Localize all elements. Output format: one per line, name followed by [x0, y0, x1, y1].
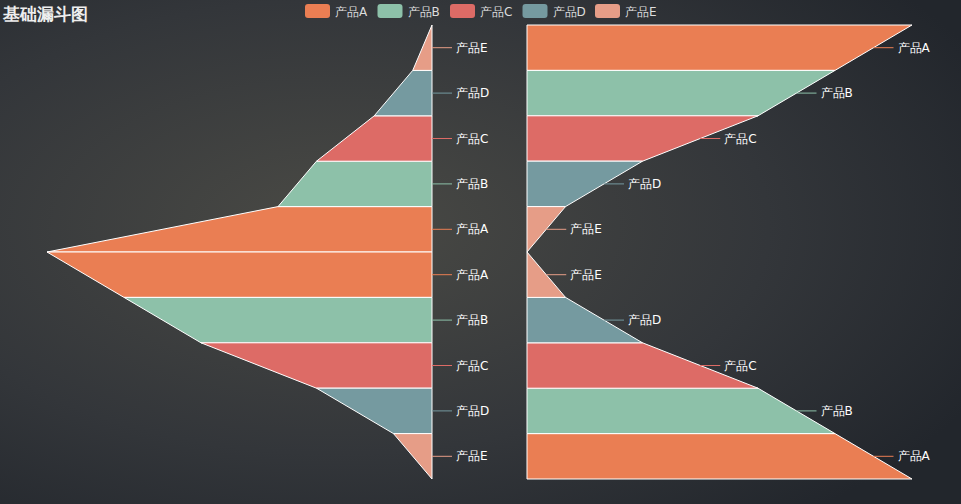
label-line: [432, 93, 452, 94]
segment-label: 产品E: [456, 449, 488, 463]
label-line: [432, 410, 452, 411]
segment-label: 产品D: [456, 404, 489, 418]
label-line: [546, 229, 566, 230]
legend-swatch: [305, 4, 330, 18]
segment-label: 产品C: [724, 359, 756, 373]
segment-label: 产品C: [456, 359, 488, 373]
label-line: [797, 410, 817, 411]
label-line: [432, 320, 452, 321]
legend-item[interactable]: 产品D: [523, 4, 586, 19]
chart: 基础漏斗图产品A产品B产品C产品D产品E产品A产品B产品C产品D产品E产品A产品…: [0, 0, 961, 504]
funnel-segment[interactable]: [124, 297, 432, 342]
segment-label: 产品E: [570, 268, 602, 282]
label-line: [874, 47, 894, 48]
funnel-segment[interactable]: [527, 343, 758, 388]
legend-item[interactable]: 产品E: [595, 4, 657, 19]
background: [0, 0, 961, 504]
segment-label: 产品A: [898, 41, 931, 55]
label-line: [432, 274, 452, 275]
funnel-segment[interactable]: [527, 207, 566, 252]
label-line: [432, 183, 452, 184]
label-line: [432, 229, 452, 230]
funnel-segment[interactable]: [317, 388, 433, 433]
label-line: [546, 274, 566, 275]
segment-label: 产品D: [628, 177, 661, 191]
segment-label: 产品E: [456, 41, 488, 55]
label-line: [604, 320, 624, 321]
funnel-segment[interactable]: [201, 343, 432, 388]
legend-item[interactable]: 产品A: [305, 4, 368, 19]
segment-label: 产品A: [898, 449, 931, 463]
segment-label: 产品D: [456, 86, 489, 100]
label-line: [797, 93, 817, 94]
funnel-segment[interactable]: [527, 116, 758, 161]
funnel-segment[interactable]: [394, 434, 433, 479]
title: 基础漏斗图: [2, 4, 88, 24]
segment-label: 产品B: [821, 86, 853, 100]
funnel-segment[interactable]: [527, 161, 643, 206]
legend-label: 产品D: [553, 5, 586, 19]
labels: 产品A 产品B 产品C 产品D 产品E 产品A 产品B 产品C 产品D 产品E 产品A 产品B 产品C 产…: [432, 41, 931, 464]
segment-label: 产品B: [456, 177, 488, 191]
funnel-segment[interactable]: [527, 252, 566, 297]
segment-label: 产品C: [456, 132, 488, 146]
funnel-segment[interactable]: [527, 297, 643, 342]
legend-item[interactable]: 产品B: [378, 4, 440, 19]
funnel-segment[interactable]: [413, 25, 432, 70]
funnel-segment[interactable]: [374, 70, 432, 115]
segment-label: 产品B: [456, 313, 488, 327]
label-line: [432, 138, 452, 139]
segment-label: 产品A: [456, 222, 489, 236]
legend-item[interactable]: 产品C: [450, 4, 512, 19]
segment-label: 产品D: [628, 313, 661, 327]
legend-swatch: [595, 4, 620, 18]
legend-swatch: [378, 4, 403, 18]
funnels: [47, 25, 912, 479]
label-line: [700, 138, 720, 139]
legend-label: 产品B: [408, 5, 440, 19]
label-line: [604, 183, 624, 184]
segment-label: 产品C: [724, 132, 756, 146]
segment-label: 产品E: [570, 222, 602, 236]
label-line: [874, 456, 894, 457]
legend-label: 产品C: [480, 5, 512, 19]
funnel-segment[interactable]: [527, 70, 835, 115]
legend-swatch: [450, 4, 475, 18]
funnel-segment[interactable]: [527, 25, 912, 70]
label-line: [432, 365, 452, 366]
funnel-segment[interactable]: [527, 388, 835, 433]
segment-label: 产品A: [456, 268, 489, 282]
segment-label: 产品B: [821, 404, 853, 418]
funnel-segment[interactable]: [278, 161, 432, 206]
funnel-segment[interactable]: [317, 116, 433, 161]
funnel-segment[interactable]: [47, 207, 432, 252]
legend: 产品A 产品B 产品C 产品D 产品E: [305, 4, 657, 19]
funnel-segment[interactable]: [47, 252, 432, 297]
label-line: [432, 47, 452, 48]
legend-label: 产品E: [625, 5, 657, 19]
label-line: [700, 365, 720, 366]
legend-label: 产品A: [335, 5, 368, 19]
funnel-segment[interactable]: [527, 434, 912, 479]
label-line: [432, 456, 452, 457]
legend-swatch: [523, 4, 548, 18]
